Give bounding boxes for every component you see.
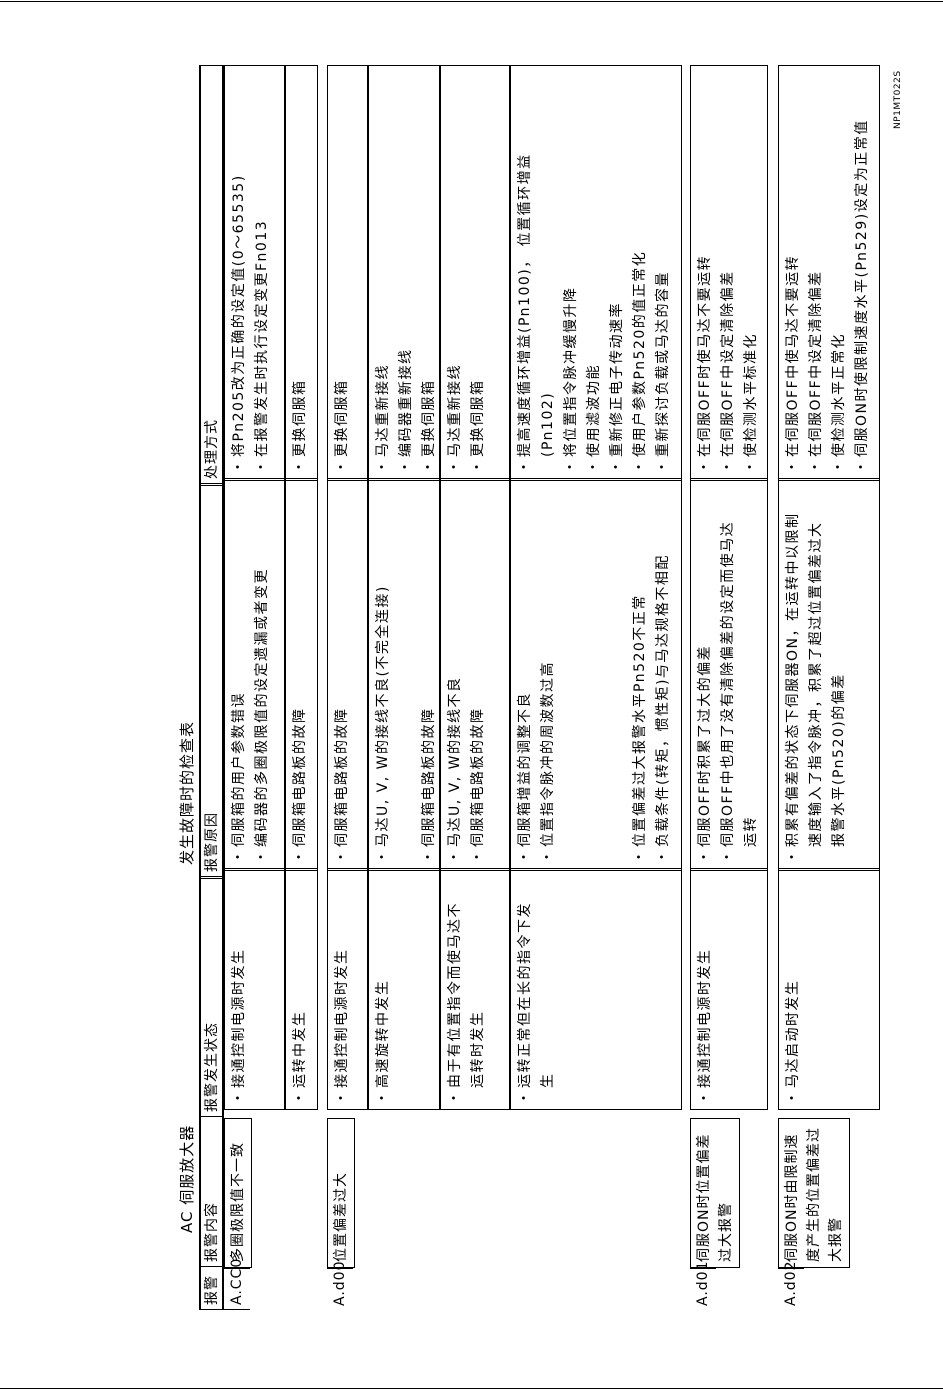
- alarm-row: 由于有位置指令而使马达不运转时发生 马达U, V, W的接线不良伺服箱电路板的故障…: [440, 64, 510, 1110]
- measure-item: 编码器重新接线: [395, 94, 418, 472]
- status-cell: 高速旋转中发生: [369, 871, 439, 1109]
- measure-item: 使用户参数Pn520的值正常化: [629, 94, 652, 472]
- table-header-row: 报警 报警内容 报警发生状态 报警原因 处理方式: [199, 65, 224, 1310]
- measure-item: 马达重新接线: [372, 94, 395, 472]
- alarm-code: A.d00: [327, 1261, 353, 1310]
- status-item: 接通控制电源时发生: [228, 901, 251, 1103]
- measure-item: 在伺服OFF中设定清除偏差: [805, 94, 828, 472]
- page-bottom-rule: [0, 1388, 943, 1389]
- measure-cell: 马达重新接线编码器重新接线更换伺服箱: [369, 64, 439, 481]
- cause-cell: 伺服箱增益的调整不良位置指令脉冲的周波数过高 位置偏差过大报警水平Pn520不正常…: [511, 481, 681, 871]
- status-cell: 接通控制电源时发生: [328, 871, 367, 1109]
- alarm-code: A.d01: [690, 1261, 716, 1310]
- header-status: 报警发生状态: [201, 879, 222, 1117]
- header-code: 报警: [204, 1275, 220, 1305]
- cause-cell: 伺服箱电路板的故障: [286, 481, 317, 871]
- measure-item: 提高速度循环增益(Pn100)， 位置循环增益(Pn102): [514, 94, 560, 472]
- cause-item: 伺服箱电路板的故障: [331, 511, 354, 862]
- measure-cell: 更换伺服箱: [328, 64, 367, 481]
- document-code: NP1MT022S: [893, 70, 903, 129]
- cause-item: 位置偏差过大报警水平Pn520不正常: [629, 511, 652, 862]
- measure-cell: 更换伺服箱: [286, 64, 317, 481]
- cause-cell: 伺服箱的用户参数错误编码器的多圈极限值的设定遗漏或者变更: [225, 481, 284, 871]
- status-item: 马达启动时发生: [782, 901, 805, 1103]
- measure-cell: 提高速度循环增益(Pn100)， 位置循环增益(Pn102)将位置指令脉冲缓慢升…: [511, 64, 681, 481]
- alarm-content: 伺服ON时由限制速度产生的位置偏差过大报警: [778, 1118, 850, 1268]
- cause-item: 伺服OFF中也用了没有清除偏差的设定而使马达运转: [717, 511, 763, 862]
- cause-item: 伺服箱电路板的故障: [467, 511, 490, 862]
- cause-item: 马达U, V, W的接线不良: [444, 511, 467, 862]
- section-title: AC 伺服放大器: [178, 1124, 196, 1233]
- measure-item: 伺服ON时使限制速度水平(Pn529)设定为正常值: [851, 94, 874, 472]
- measure-item: 重新探讨负载或马达的容量: [652, 94, 675, 472]
- measure-cell: 马达重新接线更换伺服箱: [441, 64, 509, 481]
- measure-item: 更换伺服箱: [289, 94, 312, 472]
- measure-item: 在伺服OFF中设定清除偏差: [717, 94, 740, 472]
- measure-item: 使检测水平标准化: [740, 94, 763, 472]
- status-cell: 运转中发生: [286, 871, 317, 1109]
- cause-item: 伺服箱电路板的故障: [418, 511, 441, 862]
- cause-cell: 伺服OFF时积累了过大的偏差伺服OFF中也用了没有清除偏差的设定而使马达运转: [691, 481, 767, 871]
- status-cell: 运转正常但在长的指令下发生: [511, 871, 681, 1109]
- alarm-code: A.CC0: [224, 1258, 250, 1310]
- status-item: 接通控制电源时发生: [331, 901, 354, 1103]
- alarm-row: 接通控制电源时发生 伺服OFF时积累了过大的偏差伺服OFF中也用了没有清除偏差的设…: [690, 64, 768, 1110]
- table-title: 发生故障时的检查表: [178, 720, 196, 865]
- cause-item: 伺服箱的用户参数错误: [228, 511, 251, 862]
- alarm-content: 多圈极限值不一致: [224, 1118, 252, 1268]
- status-cell: 接通控制电源时发生: [691, 871, 767, 1109]
- cause-cell: 马达U, V, W的接线不良(不完全连接) 伺服箱电路板的故障: [369, 481, 439, 871]
- measure-item: 将Pn205改为正确的设定值(0～65535): [228, 94, 251, 472]
- cause-cell: 马达U, V, W的接线不良伺服箱电路板的故障: [441, 481, 509, 871]
- measure-item: 将位置指令脉冲缓慢升降: [560, 94, 583, 472]
- measure-item: 更换伺服箱: [331, 94, 354, 472]
- alarm-content: 位置偏差过大: [327, 1118, 355, 1268]
- header-cause: 报警原因: [201, 486, 222, 879]
- measure-item: 马达重新接线: [444, 94, 467, 472]
- header-content: 报警内容: [201, 1117, 222, 1267]
- cause-item: 伺服箱增益的调整不良: [514, 511, 537, 862]
- status-item: 由于有位置指令而使马达不运转时发生: [444, 901, 490, 1103]
- status-item: 接通控制电源时发生: [694, 901, 717, 1103]
- measure-item: 在伺服OFF时使马达不要运转: [694, 94, 717, 472]
- cause-cell: 伺服箱电路板的故障: [328, 481, 367, 871]
- status-cell: 马达启动时发生: [779, 871, 879, 1109]
- status-cell: 接通控制电源时发生: [225, 871, 284, 1109]
- measure-item: 更换伺服箱: [418, 94, 441, 472]
- measure-item: 使检测水平正常化: [828, 94, 851, 472]
- measure-item: 在伺服OFF中使马达不要运转: [782, 94, 805, 472]
- measure-cell: 在伺服OFF时使马达不要运转在伺服OFF中设定清除偏差使检测水平标准化: [691, 64, 767, 481]
- alarm-row: 马达启动时发生 积累有偏差的状态下伺服器ON，在运转中以限制速度输入了指令脉冲，积…: [778, 64, 880, 1110]
- measure-cell: 将Pn205改为正确的设定值(0～65535)在报警发生时执行设定变更Fn013: [225, 64, 284, 481]
- alarm-row: 接通控制电源时发生 伺服箱电路板的故障 更换伺服箱: [327, 64, 368, 1110]
- alarm-row: 运转中发生 伺服箱电路板的故障 更换伺服箱: [285, 64, 318, 1110]
- alarm-code: A.d02: [778, 1261, 804, 1310]
- cause-item: 伺服箱电路板的故障: [289, 511, 312, 862]
- status-item: 高速旋转中发生: [372, 901, 395, 1103]
- measure-item: 更换伺服箱: [467, 94, 490, 472]
- measure-item: 在报警发生时执行设定变更Fn013: [251, 94, 274, 472]
- measure-item: 重新修正电子传动速率: [606, 94, 629, 472]
- alarm-content: 伺服ON时位置偏差过大报警: [690, 1118, 740, 1268]
- cause-item: 编码器的多圈极限值的设定遗漏或者变更: [251, 511, 274, 862]
- status-item: 运转正常但在长的指令下发生: [514, 901, 560, 1103]
- header-measure: 处理方式: [201, 65, 222, 486]
- measure-item: 使用滤波功能: [583, 94, 606, 472]
- cause-item: 积累有偏差的状态下伺服器ON，在运转中以限制速度输入了指令脉冲，积累了超过位置偏…: [782, 511, 851, 862]
- cause-item: 位置指令脉冲的周波数过高: [537, 511, 560, 862]
- status-item: 运转中发生: [289, 901, 312, 1103]
- page-top-rule: [0, 1, 943, 2]
- cause-item: 伺服OFF时积累了过大的偏差: [694, 511, 717, 862]
- alarm-row: 高速旋转中发生 马达U, V, W的接线不良(不完全连接) 伺服箱电路板的故障 马达重…: [368, 64, 440, 1110]
- cause-item: 马达U, V, W的接线不良(不完全连接): [372, 511, 395, 862]
- alarm-row: 运转正常但在长的指令下发生 伺服箱增益的调整不良位置指令脉冲的周波数过高 位置偏差过…: [510, 64, 682, 1110]
- cause-item: 负载条件(转矩，惯性矩)与马达规格不相配: [652, 511, 675, 862]
- status-cell: 由于有位置指令而使马达不运转时发生: [441, 871, 509, 1109]
- cause-cell: 积累有偏差的状态下伺服器ON，在运转中以限制速度输入了指令脉冲，积累了超过位置偏…: [779, 481, 879, 871]
- measure-cell: 在伺服OFF中使马达不要运转在伺服OFF中设定清除偏差使检测水平正常化伺服ON时…: [779, 64, 879, 481]
- alarm-row: 接通控制电源时发生伺服箱的用户参数错误编码器的多圈极限值的设定遗漏或者变更将Pn…: [224, 64, 285, 1110]
